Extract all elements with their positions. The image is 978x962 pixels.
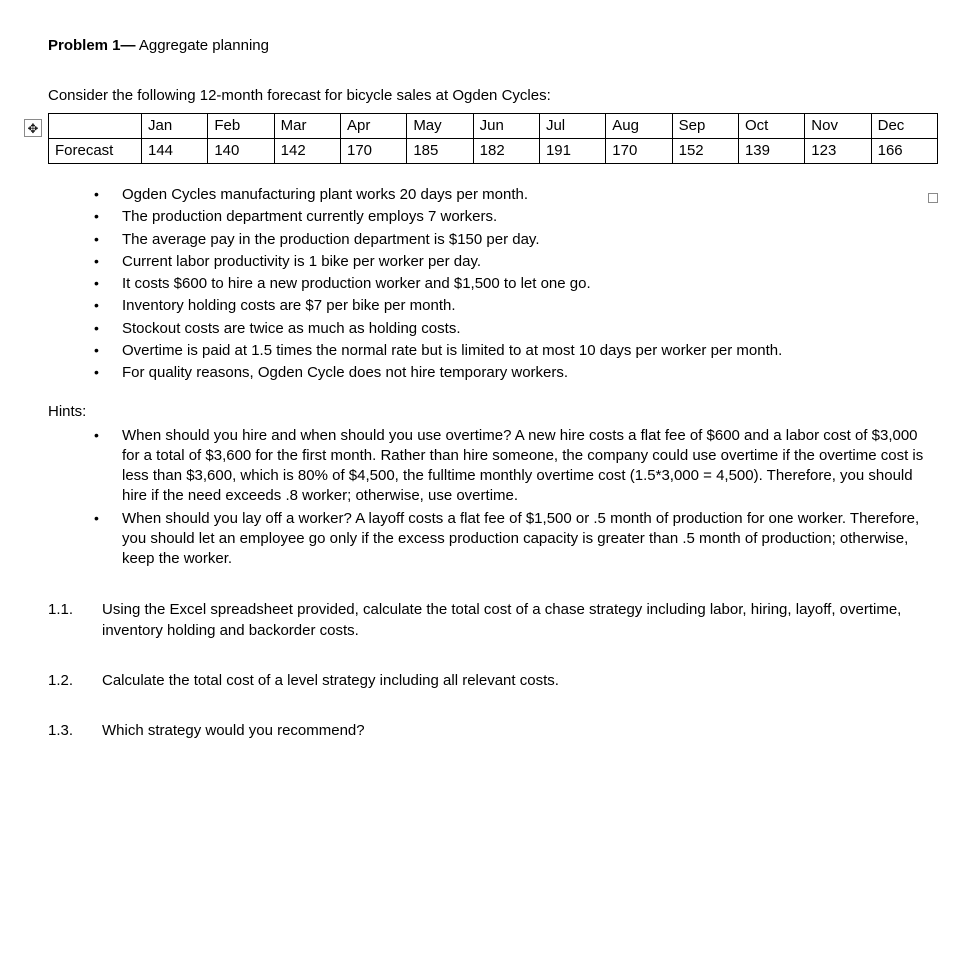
list-item: Current labor productivity is 1 bike per…	[122, 251, 938, 273]
col-jul: Jul	[539, 113, 605, 138]
question-item: 1.1. Using the Excel spreadsheet provide…	[48, 600, 938, 641]
table-corner-cell	[49, 113, 142, 138]
question-text: Calculate the total cost of a level stra…	[102, 671, 938, 691]
move-handle-glyph: ✥	[28, 122, 39, 135]
list-item: The production department currently empl…	[122, 206, 938, 228]
list-item: For quality reasons, Ogden Cycle does no…	[122, 362, 938, 384]
val-jan: 144	[142, 138, 208, 163]
list-item: Ogden Cycles manufacturing plant works 2…	[122, 184, 938, 206]
col-nov: Nov	[805, 113, 871, 138]
val-jul: 191	[539, 138, 605, 163]
question-number: 1.2.	[48, 671, 102, 691]
col-dec: Dec	[871, 113, 937, 138]
list-item: When should you hire and when should you…	[122, 425, 938, 508]
col-jun: Jun	[473, 113, 539, 138]
hints-list: When should you hire and when should you…	[48, 425, 938, 571]
val-jun: 182	[473, 138, 539, 163]
list-item: Inventory holding costs are $7 per bike …	[122, 295, 938, 317]
val-dec: 166	[871, 138, 937, 163]
row-label: Forecast	[49, 138, 142, 163]
list-item: When should you lay off a worker? A layo…	[122, 508, 938, 571]
val-aug: 170	[606, 138, 672, 163]
col-apr: Apr	[340, 113, 406, 138]
col-aug: Aug	[606, 113, 672, 138]
intro-text: Consider the following 12-month forecast…	[48, 86, 938, 106]
question-number: 1.1.	[48, 600, 102, 641]
col-feb: Feb	[208, 113, 274, 138]
list-item: Stockout costs are twice as much as hold…	[122, 318, 938, 340]
questions-list: 1.1. Using the Excel spreadsheet provide…	[48, 600, 938, 741]
val-feb: 140	[208, 138, 274, 163]
question-text: Using the Excel spreadsheet provided, ca…	[102, 600, 938, 641]
val-apr: 170	[340, 138, 406, 163]
col-sep: Sep	[672, 113, 738, 138]
val-nov: 123	[805, 138, 871, 163]
forecast-table: Jan Feb Mar Apr May Jun Jul Aug Sep Oct …	[48, 113, 938, 165]
question-item: 1.2. Calculate the total cost of a level…	[48, 671, 938, 691]
col-may: May	[407, 113, 473, 138]
hints-label: Hints:	[48, 402, 938, 422]
val-sep: 152	[672, 138, 738, 163]
facts-list: Ogden Cycles manufacturing plant works 2…	[48, 184, 938, 384]
val-oct: 139	[738, 138, 804, 163]
question-item: 1.3. Which strategy would you recommend?	[48, 721, 938, 741]
col-oct: Oct	[738, 113, 804, 138]
col-mar: Mar	[274, 113, 340, 138]
question-number: 1.3.	[48, 721, 102, 741]
list-item: Overtime is paid at 1.5 times the normal…	[122, 340, 938, 362]
document-page: Problem 1— Aggregate planning Consider t…	[0, 0, 978, 811]
list-item: The average pay in the production depart…	[122, 229, 938, 251]
val-mar: 142	[274, 138, 340, 163]
table-data-row: Forecast 144 140 142 170 185 182 191 170…	[49, 138, 938, 163]
question-text: Which strategy would you recommend?	[102, 721, 938, 741]
col-jan: Jan	[142, 113, 208, 138]
list-item: It costs $600 to hire a new production w…	[122, 273, 938, 295]
problem-title: Problem 1— Aggregate planning	[48, 36, 938, 56]
table-header-row: Jan Feb Mar Apr May Jun Jul Aug Sep Oct …	[49, 113, 938, 138]
move-handle-icon[interactable]: ✥	[24, 119, 42, 137]
val-may: 185	[407, 138, 473, 163]
title-bold: Problem 1—	[48, 37, 136, 54]
title-rest: Aggregate planning	[136, 37, 269, 54]
